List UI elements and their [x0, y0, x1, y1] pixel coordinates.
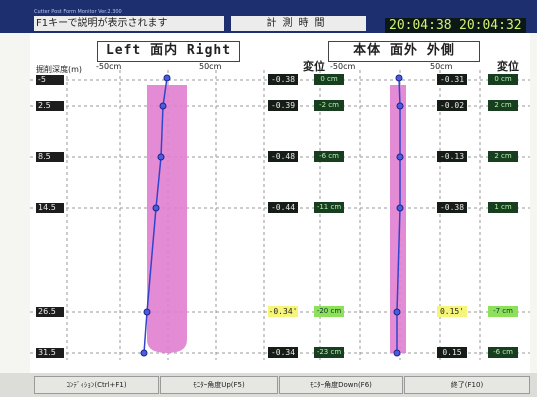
depth-label: 2.5: [36, 101, 64, 111]
left-curve: [143, 77, 168, 354]
right-value: 0.15: [437, 347, 467, 358]
right-value: -0.13: [437, 151, 467, 162]
title-bar: Cutter Post Form Monitor Ver.2.300 F1キーで…: [0, 0, 537, 33]
clock-measured: 20:04:32: [455, 18, 526, 33]
left-disp: -23 cm: [314, 347, 344, 358]
angle-down-button[interactable]: ﾓﾆﾀｰ角度Down(F6): [279, 376, 403, 394]
depth-label: -5: [36, 75, 64, 85]
right-axis-right: 50cm: [430, 62, 453, 71]
left-points: [140, 74, 171, 357]
right-disp: 1 cm: [488, 202, 518, 213]
left-value: -0.48: [268, 151, 298, 162]
right-value: -0.38: [437, 202, 467, 213]
left-disp: -2 cm: [314, 100, 344, 111]
app-title: Cutter Post Form Monitor Ver.2.300: [34, 9, 122, 15]
depth-label: 8.5: [36, 152, 64, 162]
left-disp: -6 cm: [314, 151, 344, 162]
depth-axis-label: 掘削深度(m): [36, 65, 83, 74]
left-value: -0.38: [268, 74, 298, 85]
right-value: -0.31: [437, 74, 467, 85]
depth-label: 14.5: [36, 203, 64, 213]
right-disp-label: 変位: [497, 60, 519, 73]
right-curve: [396, 77, 401, 353]
left-disp: -11 cm: [314, 202, 344, 213]
left-value: -0.34': [268, 306, 298, 317]
middle-disp-label: 変位: [303, 60, 325, 73]
right-axis-left: -50cm: [330, 62, 356, 71]
clock-current: 20:04:38: [385, 18, 456, 33]
right-disp: 2 cm: [488, 100, 518, 111]
angle-up-button[interactable]: ﾓﾆﾀｰ角度Up(F5): [160, 376, 278, 394]
left-disp: 0 cm: [314, 74, 344, 85]
left-band: [147, 85, 187, 353]
right-value: -0.02: [437, 100, 467, 111]
left-value: -0.39: [268, 100, 298, 111]
left-axis-right: 50cm: [199, 62, 222, 71]
right-disp: -7 cm: [488, 306, 518, 317]
exit-button[interactable]: 終了(F10): [404, 376, 530, 394]
depth-label: 26.5: [36, 307, 64, 317]
right-disp: 2 cm: [488, 151, 518, 162]
right-disp: 0 cm: [488, 74, 518, 85]
right-value: 0.15': [437, 306, 467, 317]
right-band: [390, 85, 406, 353]
right-points: [393, 74, 404, 357]
condition-button[interactable]: ｺﾝﾃﾞｨｼｮﾝ(Ctrl+F1): [34, 376, 159, 394]
left-axis-left: -50cm: [96, 62, 122, 71]
right-disp: -6 cm: [488, 347, 518, 358]
depth-label: 31.5: [36, 348, 64, 358]
left-value: -0.34: [268, 347, 298, 358]
left-value: -0.44: [268, 202, 298, 213]
help-text: F1キーで説明が表示されます: [34, 16, 224, 31]
right-panel-title: 本体 面外 外側: [328, 41, 480, 62]
mode-label: 計測時間: [231, 16, 366, 31]
left-panel-title: Left 面内 Right: [97, 41, 240, 62]
left-disp: -20 cm: [314, 306, 344, 317]
